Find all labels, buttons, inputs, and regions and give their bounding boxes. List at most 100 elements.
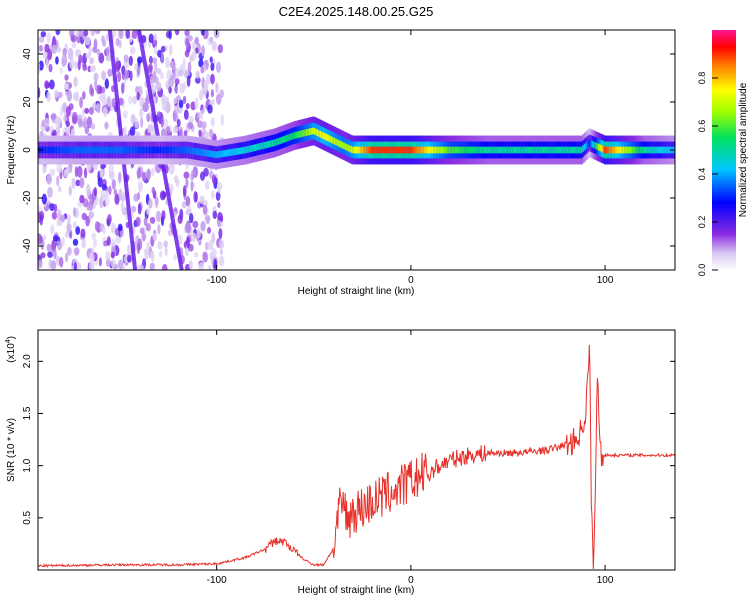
- noise-speckle: [110, 251, 115, 259]
- ridge-core: [422, 146, 425, 154]
- ridge-core: [293, 132, 296, 139]
- noise-speckle: [161, 100, 168, 111]
- ridge-core: [46, 146, 49, 154]
- ridge-core: [503, 146, 506, 154]
- ridge-core: [554, 146, 557, 154]
- noise-speckle: [81, 107, 85, 118]
- ridge-core: [273, 139, 276, 147]
- noise-speckle: [136, 64, 141, 77]
- noise-speckle: [134, 63, 138, 71]
- ridge-core: [364, 146, 368, 154]
- ridge-core: [465, 146, 469, 154]
- noise-speckle: [160, 116, 164, 128]
- ridge-core: [304, 129, 307, 137]
- noise-speckle: [160, 45, 166, 53]
- ridge-core: [341, 141, 344, 149]
- noise-speckle: [185, 177, 189, 189]
- noise-speckle: [76, 165, 83, 178]
- noise-speckle: [75, 179, 81, 187]
- y-tick-label: 40: [22, 48, 33, 60]
- ridge-core: [189, 147, 192, 154]
- ridge-core: [650, 146, 653, 154]
- noise-speckle: [195, 76, 201, 84]
- noise-speckle: [110, 259, 116, 268]
- noise-speckle: [201, 121, 207, 129]
- noise-speckle: [60, 105, 64, 117]
- noise-speckle: [120, 200, 124, 213]
- noise-speckle: [61, 214, 66, 223]
- ridge-core: [447, 146, 450, 154]
- ridge-core: [611, 146, 615, 154]
- ridge-core: [425, 146, 428, 154]
- ridge-core: [566, 146, 569, 154]
- ridge-core: [604, 146, 607, 154]
- ridge-core: [574, 146, 577, 154]
- ridge-core: [86, 146, 89, 154]
- ridge-core: [545, 146, 548, 154]
- ridge-core: [412, 146, 416, 154]
- colorbar-tick-label: 0.2: [697, 216, 707, 229]
- ridge-core: [472, 146, 475, 154]
- noise-speckle: [56, 175, 60, 187]
- ridge-core: [476, 146, 479, 154]
- ridge-core: [642, 146, 646, 154]
- ridge-core: [262, 142, 265, 150]
- ridge-core: [294, 131, 298, 139]
- ridge-core: [136, 146, 139, 154]
- noise-speckle: [88, 211, 95, 219]
- ridge-core: [374, 146, 377, 154]
- noise-speckle: [68, 103, 74, 111]
- ridge-core: [590, 140, 593, 147]
- ridge-core: [72, 146, 75, 154]
- noise-speckle: [101, 35, 105, 44]
- ridge-core: [355, 146, 358, 154]
- y-tick-label: 1.5: [22, 406, 33, 420]
- noise-speckle: [129, 126, 136, 137]
- ridge-core: [512, 146, 515, 154]
- noise-speckle: [173, 97, 178, 105]
- ridge-core: [630, 146, 633, 154]
- noise-speckle: [46, 243, 52, 252]
- ridge-core: [602, 145, 605, 153]
- ridge-core: [277, 138, 281, 145]
- noise-speckle: [208, 128, 214, 139]
- ridge-core: [263, 141, 267, 149]
- ridge-core: [193, 147, 197, 155]
- ridge-core: [229, 149, 232, 156]
- noise-speckle: [73, 261, 77, 270]
- ridge-core: [89, 146, 93, 154]
- noise-speckle: [105, 259, 111, 268]
- ridge-core: [184, 146, 187, 154]
- noise-speckle: [163, 118, 169, 128]
- noise-speckle: [65, 124, 70, 136]
- noise-speckle: [169, 60, 175, 69]
- ridge-core: [96, 146, 99, 154]
- noise-speckle: [89, 65, 95, 73]
- ridge-core: [608, 146, 611, 154]
- ridge-core: [197, 148, 200, 156]
- noise-speckle: [128, 35, 133, 43]
- snr-multiplier-close: ): [6, 336, 17, 339]
- ridge-core: [284, 135, 287, 143]
- ridge-core: [183, 146, 186, 154]
- ridge-core: [116, 146, 119, 154]
- noise-speckle: [132, 95, 138, 105]
- ridge-core: [538, 146, 542, 154]
- ridge-core: [467, 146, 470, 154]
- noise-speckle: [69, 30, 75, 38]
- noise-speckle: [160, 51, 165, 64]
- noise-speckle: [155, 81, 162, 92]
- ridge-core: [52, 146, 55, 154]
- noise-speckle: [67, 246, 72, 256]
- noise-speckle: [128, 55, 133, 67]
- noise-speckle: [186, 236, 190, 249]
- ridge-core: [481, 146, 484, 154]
- noise-speckle: [99, 85, 103, 94]
- ridge-core: [386, 146, 389, 154]
- colorbar-ticks: 0.0 0.2 0.4 0.6 0.8: [697, 72, 718, 276]
- ridge-core: [437, 146, 441, 154]
- ridge-core: [88, 146, 91, 154]
- noise-speckle: [202, 105, 206, 113]
- noise-speckle: [107, 214, 112, 223]
- noise-speckle: [171, 72, 177, 80]
